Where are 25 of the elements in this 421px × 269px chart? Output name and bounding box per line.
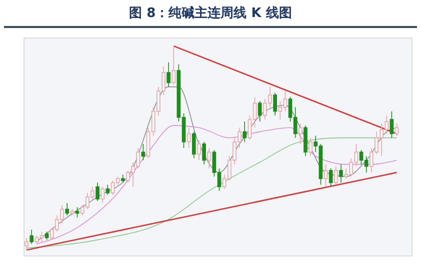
candlestick bbox=[308, 137, 312, 157]
candlestick bbox=[390, 110, 394, 138]
candlestick bbox=[96, 182, 100, 202]
candlestick bbox=[298, 123, 302, 144]
candlestick bbox=[30, 229, 34, 244]
candlestick bbox=[172, 46, 176, 86]
candlestick bbox=[100, 186, 105, 204]
candlestick bbox=[258, 100, 262, 122]
candlestick bbox=[207, 148, 212, 169]
candlestick bbox=[242, 121, 247, 142]
candlestick bbox=[328, 168, 333, 188]
candlestick bbox=[339, 164, 343, 184]
candlestick bbox=[141, 144, 146, 161]
candlestick bbox=[106, 184, 110, 196]
candlestick bbox=[197, 139, 201, 161]
chart-title: 图 8：纯碱主连周线 K 线图 bbox=[129, 5, 292, 21]
candlestick bbox=[202, 141, 206, 165]
candlestick bbox=[166, 62, 170, 88]
candlestick bbox=[324, 164, 328, 188]
candlestick bbox=[334, 166, 338, 186]
candlestick bbox=[273, 92, 277, 116]
candlestick bbox=[394, 123, 399, 136]
candlestick bbox=[192, 131, 196, 159]
candlestick bbox=[186, 127, 191, 148]
candlestick bbox=[65, 202, 70, 216]
